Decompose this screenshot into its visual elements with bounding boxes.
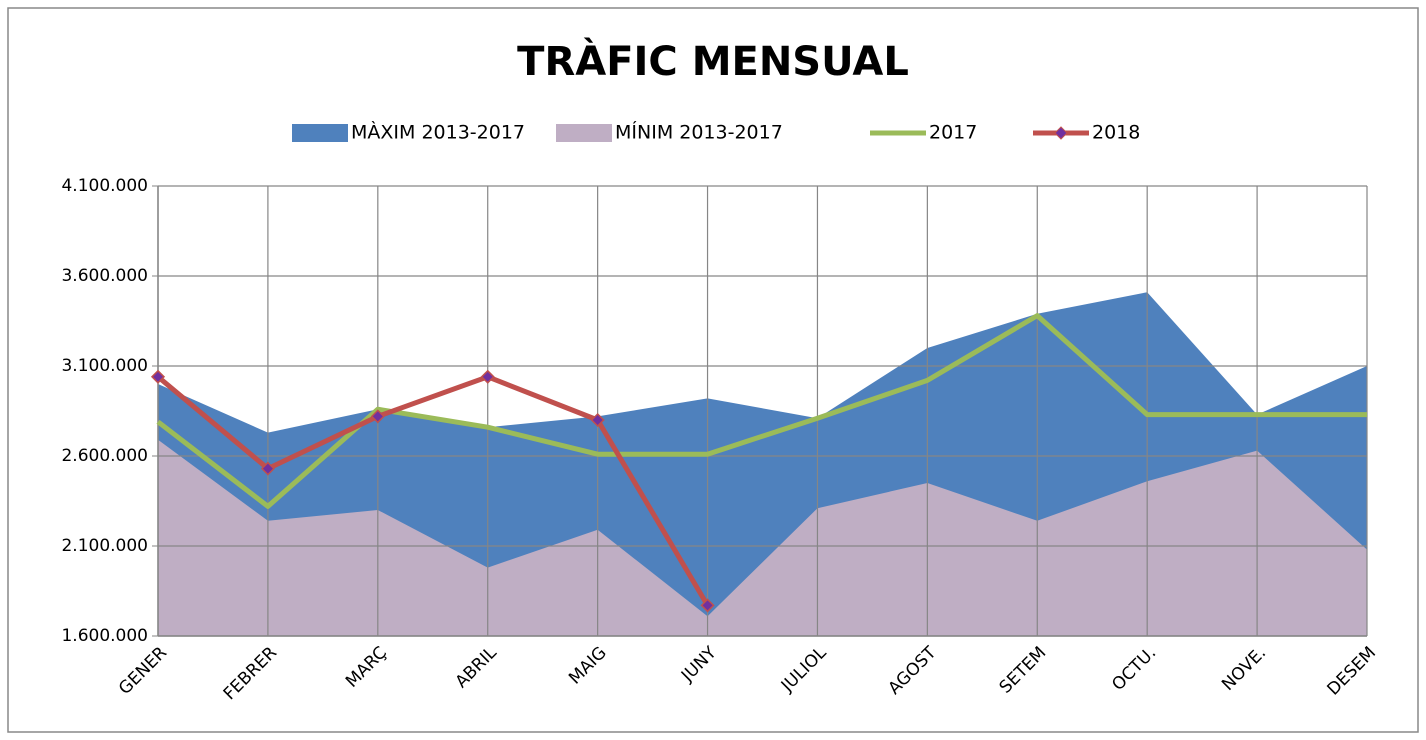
line bbox=[156, 374, 710, 607]
marker bbox=[700, 598, 715, 613]
y-tick-label: 1.600.000 bbox=[61, 626, 148, 646]
legend-label: 2018 bbox=[1092, 122, 1140, 144]
y-tick-label: 3.100.000 bbox=[61, 356, 148, 376]
y-tick-label: 2.100.000 bbox=[61, 536, 148, 556]
y-tick-label: 4.100.000 bbox=[61, 176, 148, 196]
y-tick-label: 2.600.000 bbox=[61, 446, 148, 466]
area bbox=[158, 439, 1367, 636]
marker bbox=[150, 369, 166, 384]
legend-label: 2017 bbox=[929, 122, 977, 144]
chart-title: TRÀFIC MENSUAL bbox=[517, 37, 909, 85]
marker bbox=[590, 412, 605, 428]
marker bbox=[480, 369, 495, 384]
legend-swatch bbox=[292, 124, 348, 142]
legend-marker bbox=[1054, 126, 1068, 140]
y-tick-label: 3.600.000 bbox=[61, 266, 148, 286]
legend-label: MÀXIM 2013-2017 bbox=[351, 121, 525, 144]
marker bbox=[260, 461, 275, 476]
legend-swatch bbox=[556, 124, 612, 142]
marker bbox=[370, 409, 385, 424]
legend-label: MÍNIM 2013-2017 bbox=[615, 121, 783, 144]
